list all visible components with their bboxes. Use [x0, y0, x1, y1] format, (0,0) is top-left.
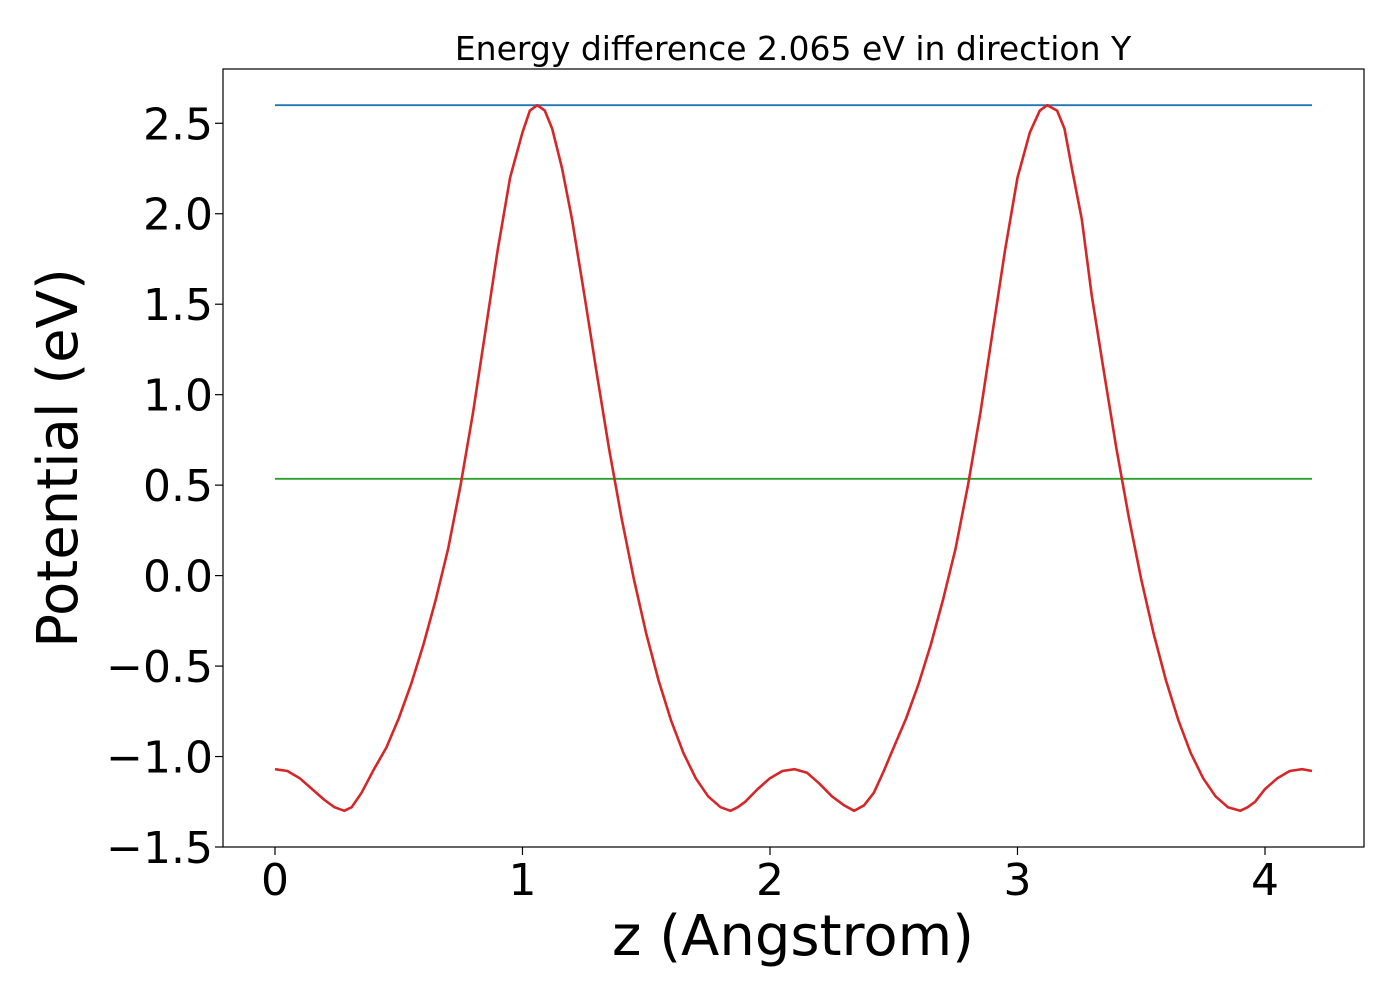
y-tick-label: −0.5 [106, 642, 213, 693]
chart-title: Energy difference 2.065 eV in direction … [455, 29, 1132, 68]
y-axis-ticks: −1.5 −1.0 −0.5 0.0 0.5 1.0 1.5 2.0 2.5 [106, 99, 223, 874]
plot-frame [222, 68, 1365, 848]
x-axis-label: z (Angstrom) [612, 904, 974, 969]
y-tick-label: 0.0 [143, 552, 213, 603]
x-axis-ticks: 0 1 2 3 4 [261, 847, 1279, 906]
y-tick-label: 1.5 [143, 280, 213, 331]
y-tick-label: −1.5 [106, 823, 213, 874]
x-tick-label: 3 [1003, 855, 1031, 906]
potential-curve [274, 103, 1313, 813]
x-tick-label: 0 [261, 855, 289, 906]
y-axis-label: Potential (eV) [26, 268, 91, 648]
y-tick-label: 0.5 [143, 461, 213, 512]
x-tick-label: 1 [508, 855, 536, 906]
plot-area [274, 103, 1313, 813]
y-tick-label: 1.0 [143, 371, 213, 422]
x-tick-label: 4 [1251, 855, 1279, 906]
y-tick-label: 2.5 [143, 99, 213, 150]
x-tick-label: 2 [756, 855, 784, 906]
y-tick-label: −1.0 [106, 733, 213, 784]
y-tick-label: 2.0 [143, 190, 213, 241]
